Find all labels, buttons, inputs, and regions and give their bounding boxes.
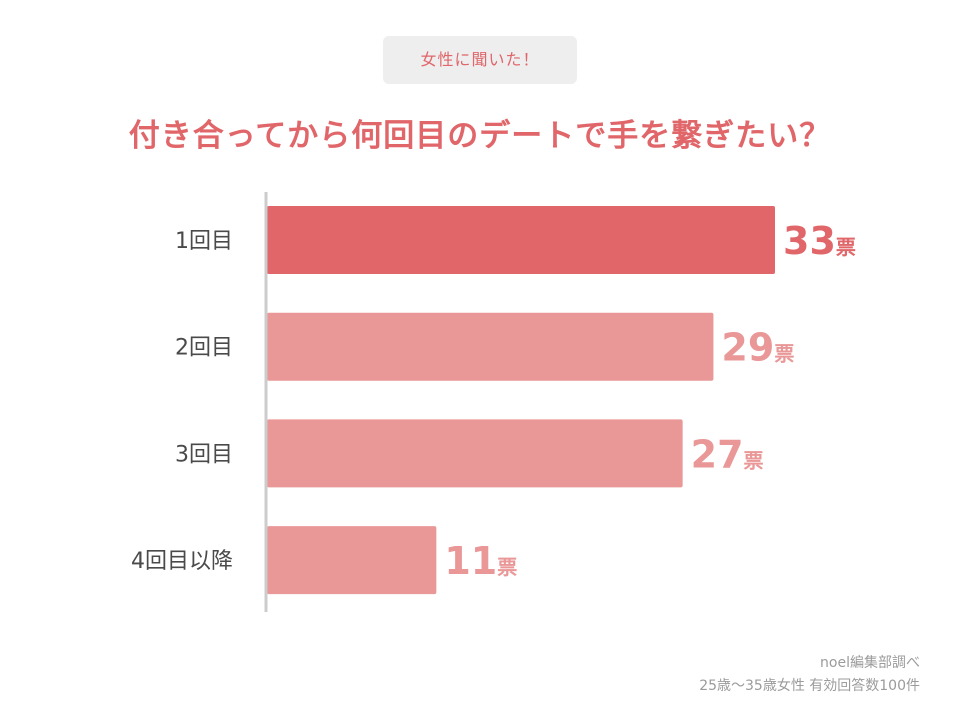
- category-label-1: 1回目: [175, 229, 233, 254]
- source-note: noel編集部調べ: [820, 655, 920, 671]
- bar-3: [267, 419, 683, 488]
- value-label-4: 11票: [444, 539, 517, 583]
- value-label-3: 27票: [691, 432, 764, 476]
- bar-1: [267, 206, 775, 274]
- value-number-2: 29: [721, 326, 774, 370]
- chart-title: 付き合ってから何回目のデートで手を繋ぎたい？: [128, 118, 832, 154]
- chart-footer: noel編集部調べ 25歳〜35歳女性 有効回答数100件: [699, 652, 920, 698]
- value-label-1: 33票: [783, 219, 856, 263]
- value-unit-3: 票: [744, 448, 764, 472]
- value-unit-4: 票: [497, 555, 517, 579]
- value-label-2: 29票: [721, 326, 794, 370]
- value-number-4: 11: [444, 539, 497, 583]
- sample-note: 25歳〜35歳女性 有効回答数100件: [699, 678, 920, 694]
- value-number-1: 33: [783, 219, 836, 263]
- category-label-3: 3回目: [175, 442, 233, 467]
- value-unit-2: 票: [774, 342, 794, 366]
- bar-4: [267, 526, 437, 595]
- bar-2: [267, 312, 714, 381]
- category-label-4: 4回目以降: [131, 549, 233, 574]
- survey-badge: 女性に聞いた！: [383, 36, 577, 84]
- category-label-2: 2回目: [175, 336, 233, 361]
- value-number-3: 27: [691, 432, 744, 476]
- value-unit-1: 票: [836, 235, 856, 259]
